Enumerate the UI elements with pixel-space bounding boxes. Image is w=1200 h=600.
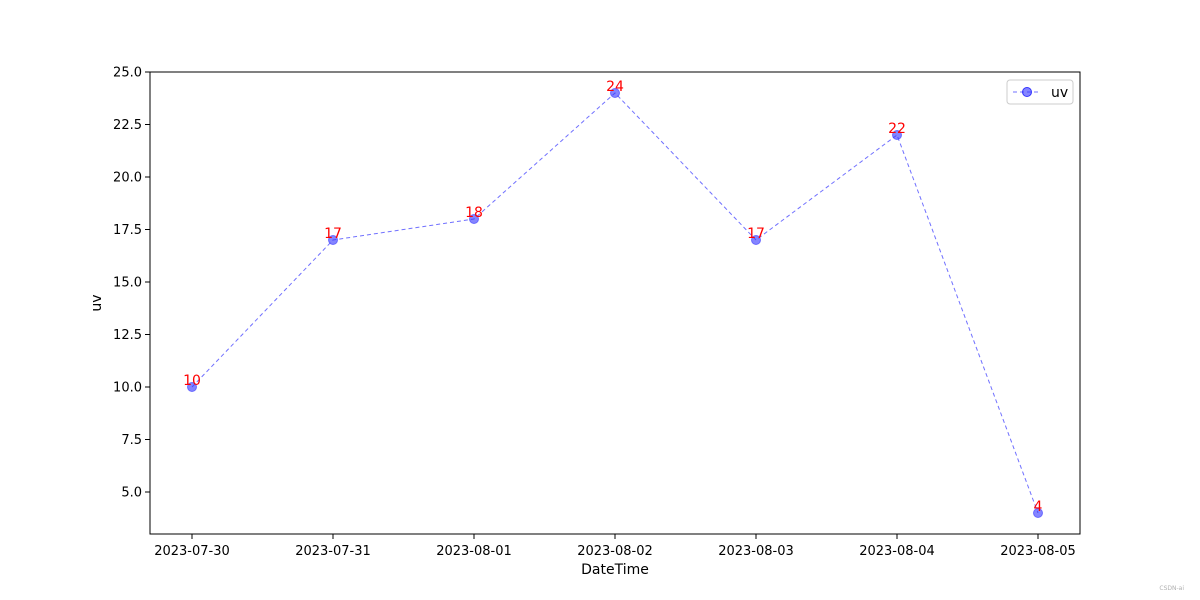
data-label: 22 <box>888 121 906 137</box>
y-tick-label: 15.0 <box>113 276 142 291</box>
data-label: 24 <box>606 79 624 95</box>
data-point <box>892 130 902 140</box>
legend-marker <box>1022 87 1032 97</box>
data-point <box>1033 508 1043 518</box>
y-axis-label: uv <box>89 294 105 311</box>
y-tick-label: 25.0 <box>113 66 142 81</box>
x-axis: 2023-07-30 2023-07-31 2023-08-01 2023-08-02… <box>154 534 1076 559</box>
legend: uv <box>1006 79 1074 105</box>
y-axis: 5.0 7.5 10.0 12.5 15.0 17.5 20.0 22.5 25.0 <box>113 66 150 501</box>
x-tick-label: 2023-08-03 <box>718 544 794 559</box>
x-axis-label: DateTime <box>581 562 649 578</box>
series-line-uv <box>191 92 1039 514</box>
watermark: CSDN-ai <box>1159 585 1184 592</box>
data-point <box>187 382 197 392</box>
y-tick-label: 22.5 <box>113 118 142 133</box>
y-tick-label: 12.5 <box>113 328 142 343</box>
data-point <box>610 88 620 98</box>
y-tick-label: 17.5 <box>113 223 142 238</box>
x-tick-label: 2023-08-01 <box>436 544 512 559</box>
y-tick-label: 5.0 <box>121 486 142 501</box>
plot-frame <box>149 71 1081 535</box>
data-label: 17 <box>747 226 765 242</box>
series-layer <box>187 88 1043 518</box>
y-tick-label: 10.0 <box>113 381 142 396</box>
data-label: 10 <box>183 373 201 389</box>
y-tick-label: 7.5 <box>121 433 142 448</box>
x-tick-label: 2023-08-02 <box>577 544 653 559</box>
legend-entry-uv: uv <box>1051 85 1068 101</box>
x-tick-label: 2023-08-05 <box>1000 544 1076 559</box>
data-point <box>751 235 761 245</box>
data-labels: 10 17 18 24 17 22 4 <box>183 79 1042 515</box>
data-label: 18 <box>465 205 483 221</box>
x-tick-label: 2023-07-30 <box>154 544 230 559</box>
data-label: 4 <box>1034 499 1043 515</box>
data-point <box>469 214 479 224</box>
data-point <box>328 235 338 245</box>
x-tick-label: 2023-07-31 <box>295 544 371 559</box>
legend-box <box>1006 79 1074 105</box>
y-tick-label: 20.0 <box>113 171 142 186</box>
data-label: 17 <box>324 226 342 242</box>
x-tick-label: 2023-08-04 <box>859 544 935 559</box>
